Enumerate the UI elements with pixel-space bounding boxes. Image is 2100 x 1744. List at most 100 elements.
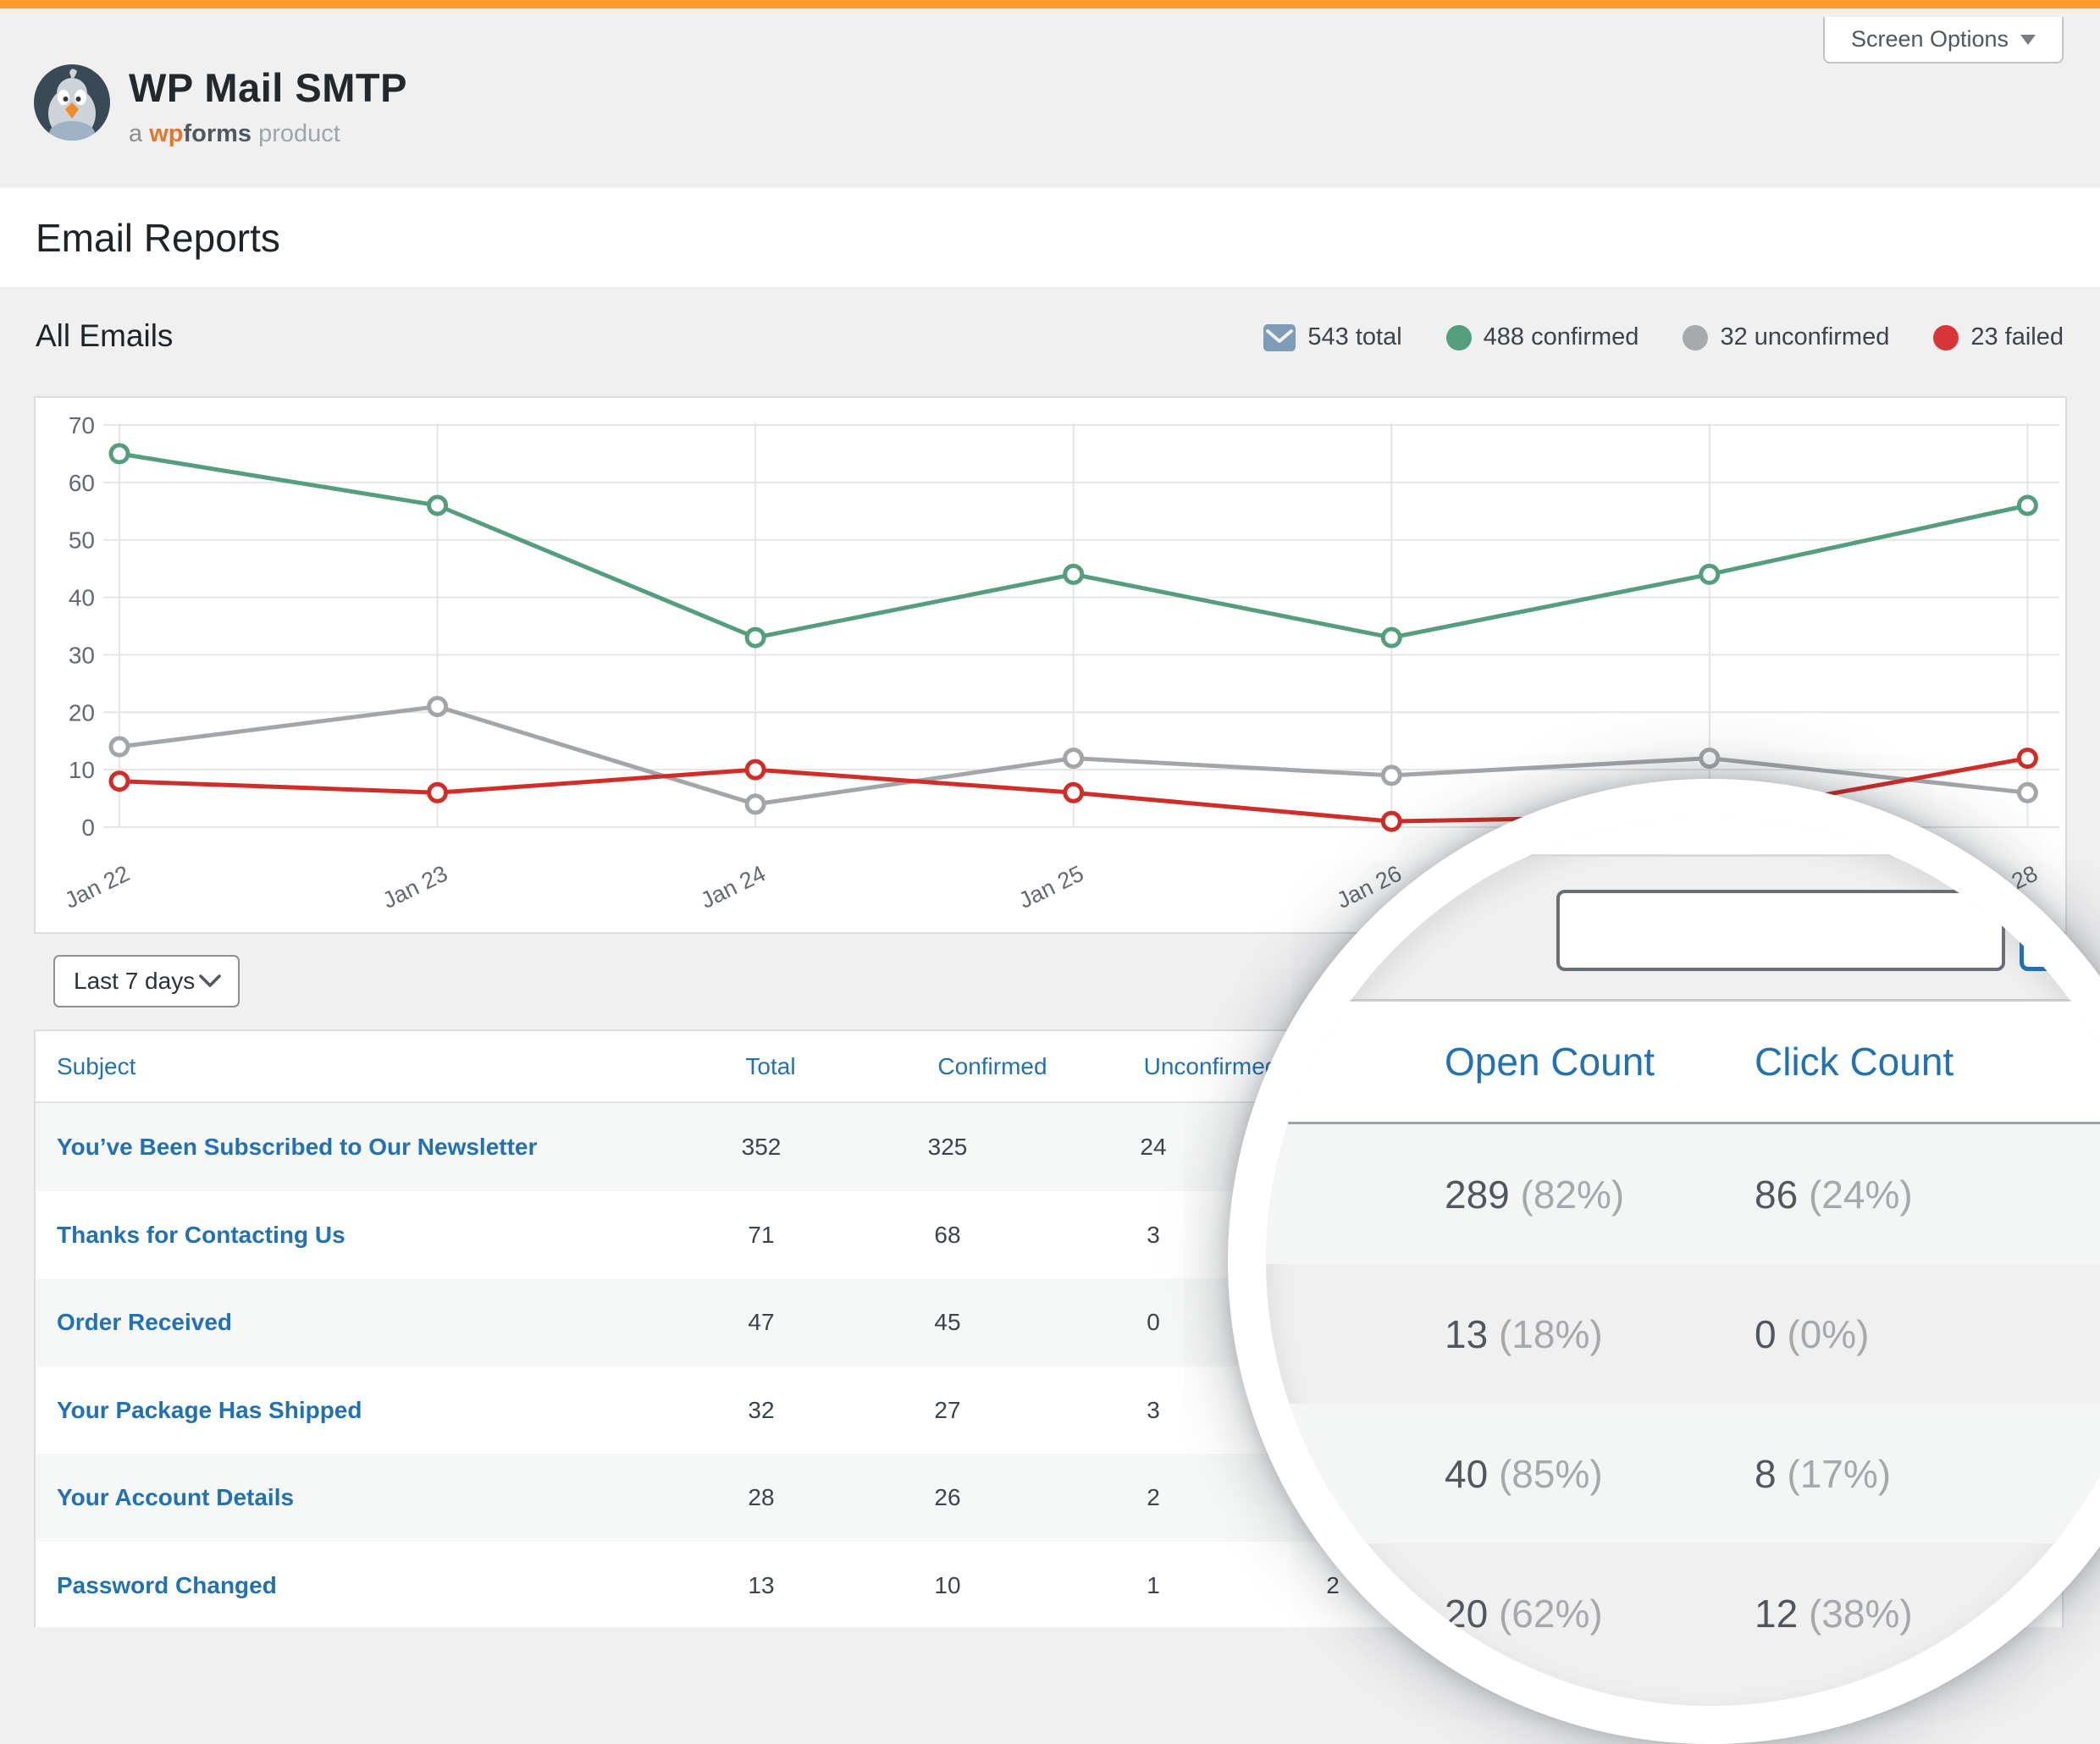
x-axis-tick: Jan 23 (379, 860, 451, 913)
y-axis-tick: 50 (69, 527, 95, 554)
chevron-down-icon (199, 974, 221, 987)
open-count-value: 13 (1445, 1311, 1499, 1356)
data-point-unconfirmed (744, 793, 766, 815)
envelope-icon (1263, 323, 1296, 351)
x-axis-tick: Jan 22 (61, 860, 134, 913)
cell-open-count: 289 (82%) (1445, 1172, 1624, 1217)
data-point-unconfirmed (1380, 764, 1402, 786)
y-axis-tick: 30 (69, 642, 95, 668)
legend-item: 543 total (1263, 323, 1402, 351)
data-point-unconfirmed (1699, 748, 1721, 770)
column-open-count[interactable]: Open Count (1445, 1040, 1655, 1084)
subject-link[interactable]: Your Package Has Shipped (57, 1396, 362, 1423)
magnified-table-row: 289 (82%) 86 (24%) (1266, 1124, 2100, 1264)
cell-click-count: 12 (38%) (1755, 1591, 1913, 1636)
magnified-chart-card-edge (1266, 817, 2100, 857)
legend-label: 488 confirmed (1483, 323, 1639, 350)
table-row: Password Changed 13 10 1 2 (36, 1542, 2062, 1627)
data-point-failed (108, 770, 130, 792)
cell-total: 32 (748, 1396, 775, 1423)
data-point-confirmed (744, 626, 766, 648)
divider (1266, 999, 2100, 1002)
cell-total: 47 (748, 1309, 775, 1335)
cell-open-count: 20 (62%) (1445, 1591, 1603, 1636)
column-click-count[interactable]: Click Count (1755, 1040, 1954, 1084)
cell-unconfirmed: 0 (1147, 1309, 1160, 1335)
top-accent-bar (0, 0, 2100, 8)
data-point-failed (1063, 781, 1085, 803)
subject-link[interactable]: Order Received (57, 1309, 232, 1335)
column-unconfirmed[interactable]: Unconfirmed (1143, 1052, 1279, 1079)
cell-total: 13 (748, 1571, 775, 1598)
click-count-percent: (17%) (1787, 1451, 1892, 1496)
cell-click-count: 0 (0%) (1755, 1311, 1870, 1357)
y-axis-tick: 60 (69, 470, 95, 496)
cell-confirmed: 27 (934, 1396, 961, 1423)
legend-label: 543 total (1307, 323, 1402, 350)
app-title: WP Mail SMTP (129, 65, 407, 110)
page-title: Email Reports (36, 215, 280, 260)
cell-confirmed: 45 (934, 1309, 961, 1335)
tagline-wp: wp (149, 120, 184, 147)
cell-confirmed: 26 (934, 1484, 961, 1510)
data-point-confirmed (1380, 626, 1402, 648)
y-axis-tick: 0 (81, 814, 95, 841)
magnified-table-header: Open Count Click Count (1266, 1002, 2100, 1122)
subject-link[interactable]: Your Account Details (57, 1484, 295, 1510)
click-count-percent: (38%) (1808, 1591, 1913, 1636)
cell-unconfirmed: 2 (1147, 1484, 1160, 1510)
tagline-suffix: product (258, 120, 340, 147)
date-range-value: Last 7 days (74, 968, 196, 994)
data-point-confirmed (427, 494, 449, 516)
cell-total: 352 (741, 1134, 782, 1160)
screen-options-label: Screen Options (1850, 26, 2009, 52)
dot-icon (1933, 324, 1959, 350)
cell-unconfirmed: 1 (1147, 1571, 1160, 1598)
open-count-percent: (85%) (1498, 1451, 1603, 1496)
data-point-unconfirmed (2016, 781, 2038, 803)
x-axis-tick: Jan 25 (1014, 860, 1087, 913)
column-subject[interactable]: Subject (57, 1052, 136, 1079)
section-title: All Emails (36, 318, 174, 353)
cell-click-count: 8 (17%) (1755, 1451, 1891, 1497)
page-title-band: Email Reports (0, 188, 2100, 287)
open-count-percent: (82%) (1520, 1172, 1625, 1217)
subject-link[interactable]: Thanks for Contacting Us (57, 1221, 345, 1248)
click-count-value: 8 (1755, 1451, 1788, 1496)
cell-click-count: 86 (24%) (1755, 1172, 1913, 1217)
cell-total: 71 (748, 1221, 775, 1248)
data-point-failed (427, 781, 449, 803)
cell-open-count: 40 (85%) (1445, 1451, 1603, 1497)
cell-open-count: 13 (18%) (1445, 1311, 1603, 1357)
magnified-table-row: 20 (62%) 12 (38%) (1266, 1543, 2100, 1683)
open-count-value: 20 (1445, 1591, 1499, 1636)
search-input[interactable] (1556, 890, 2005, 971)
legend-item: 32 unconfirmed (1683, 323, 1889, 351)
open-count-percent: (62%) (1498, 1591, 1603, 1636)
legend-item: 23 failed (1933, 323, 2064, 351)
y-axis-tick: 40 (69, 585, 95, 611)
magnified-table-row: 40 (85%) 8 (17%) (1266, 1404, 2100, 1543)
dot-icon (1683, 324, 1709, 350)
date-range-select[interactable]: Last 7 days (53, 955, 240, 1007)
open-count-percent: (18%) (1498, 1311, 1603, 1356)
data-point-failed (744, 759, 766, 781)
click-count-value: 12 (1755, 1591, 1809, 1636)
column-total[interactable]: Total (745, 1052, 796, 1079)
column-confirmed[interactable]: Confirmed (937, 1052, 1047, 1079)
subject-link[interactable]: You’ve Been Subscribed to Our Newsletter (57, 1134, 538, 1160)
cell-confirmed: 325 (927, 1134, 968, 1160)
magnified-table-row: 13 (18%) 0 (0%) (1266, 1264, 2100, 1404)
data-point-unconfirmed (108, 736, 130, 758)
open-count-value: 289 (1445, 1172, 1521, 1217)
chart-legend: 543 total 488 confirmed 32 unconfirmed 23 f… (1263, 323, 2064, 351)
data-point-confirmed (108, 443, 130, 465)
subject-link[interactable]: Password Changed (57, 1571, 277, 1598)
screen-options-button[interactable]: Screen Options (1823, 17, 2064, 63)
search-button[interactable] (2020, 890, 2100, 971)
cell-failed: 2 (1326, 1571, 1340, 1598)
click-count-percent: (24%) (1808, 1172, 1913, 1217)
cell-unconfirmed: 3 (1147, 1221, 1160, 1248)
cell-confirmed: 68 (934, 1221, 961, 1248)
open-count-value: 40 (1445, 1451, 1499, 1496)
